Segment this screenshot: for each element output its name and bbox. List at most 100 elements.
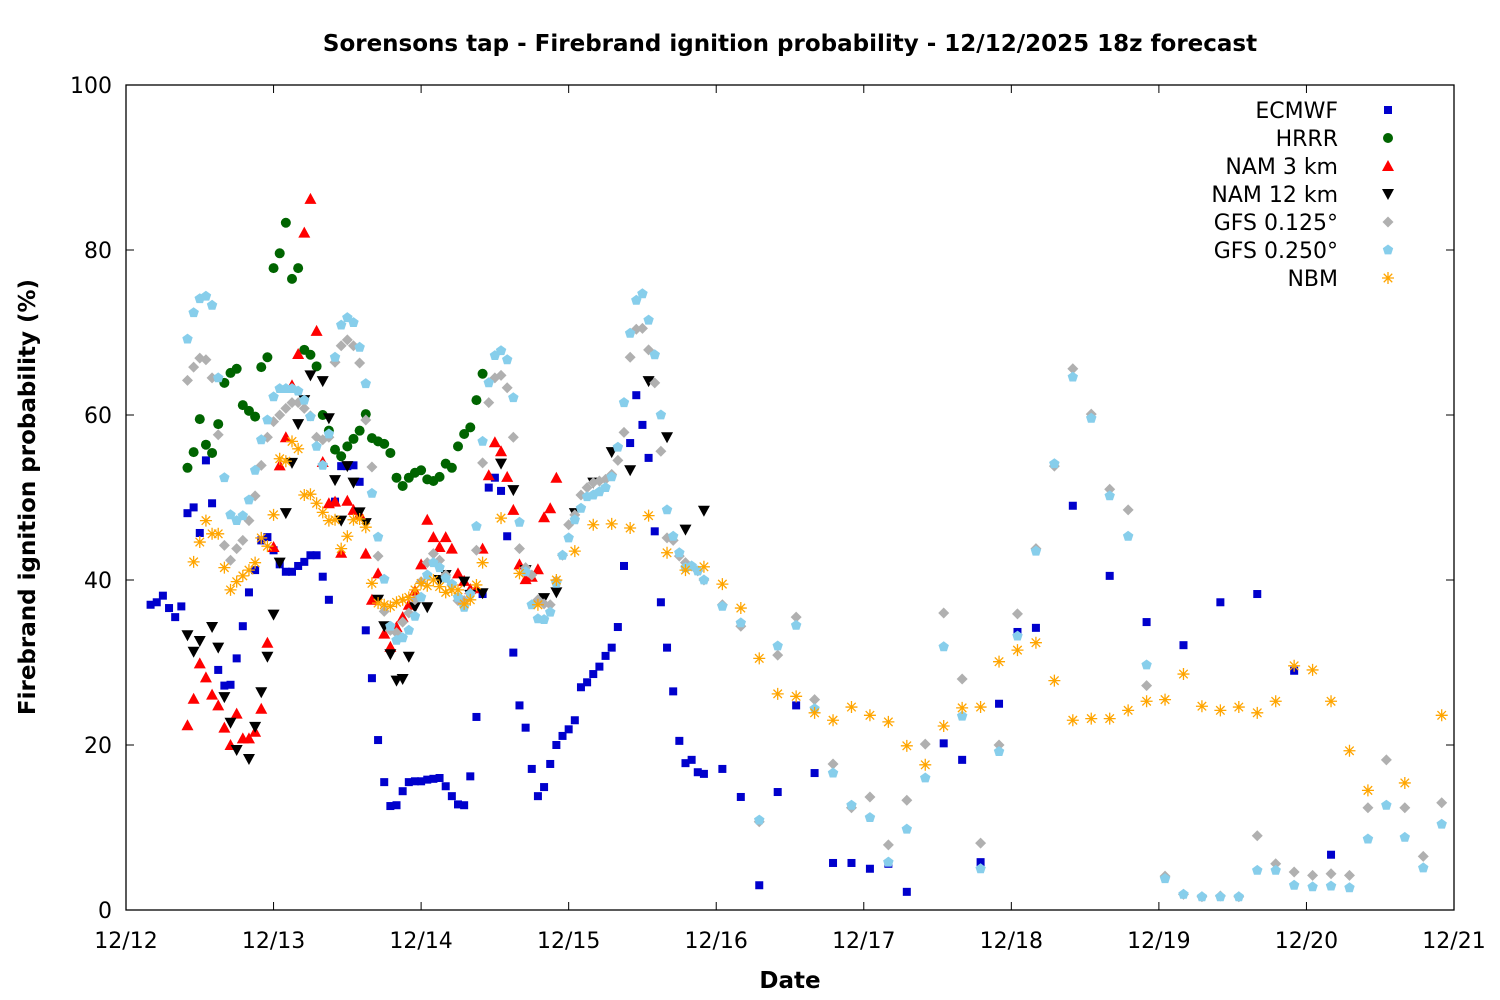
data-point-hrrr bbox=[287, 273, 297, 284]
data-point-gfs-0-125 bbox=[1307, 869, 1319, 881]
data-point-gfs-0-250 bbox=[219, 472, 230, 483]
data-point-nam-12-km bbox=[292, 419, 305, 431]
data-point-nam-3-km bbox=[538, 511, 551, 523]
data-point-gfs-0-125 bbox=[188, 361, 200, 373]
data-point-gfs-0-125 bbox=[1399, 802, 1411, 814]
data-point-gfs-0-125 bbox=[581, 482, 593, 494]
data-point-hrrr bbox=[256, 362, 267, 373]
data-point-ecmwf bbox=[226, 680, 235, 689]
data-point-gfs-0-125 bbox=[624, 351, 636, 363]
data-point-nbm bbox=[249, 556, 262, 569]
data-point-nam-3-km bbox=[212, 699, 225, 711]
data-point-gfs-0-250 bbox=[403, 624, 414, 635]
data-point-gfs-0-250 bbox=[323, 428, 335, 439]
data-point-gfs-0-250 bbox=[674, 547, 685, 558]
chart-title: Sorensons tap - Firebrand ignition proba… bbox=[323, 31, 1257, 57]
data-point-gfs-0-250 bbox=[243, 494, 255, 505]
data-point-nam-12-km bbox=[255, 687, 268, 699]
data-point-nam-3-km bbox=[199, 671, 212, 683]
data-point-nam-12-km bbox=[273, 557, 286, 569]
data-point-gfs-0-250 bbox=[637, 288, 648, 299]
data-point-nbm bbox=[697, 560, 710, 573]
data-point-nbm bbox=[1343, 744, 1356, 757]
data-point-gfs-0-250 bbox=[1215, 891, 1226, 902]
data-point-nbm bbox=[279, 455, 292, 468]
data-point-nbm bbox=[734, 602, 747, 615]
data-point-nbm bbox=[415, 577, 428, 590]
data-point-gfs-0-125 bbox=[655, 445, 667, 457]
data-point-nbm bbox=[286, 435, 298, 448]
data-point-nbm bbox=[1251, 706, 1264, 719]
legend-label-ecmwf: ECMWF bbox=[1255, 99, 1338, 124]
data-point-nam-3-km bbox=[304, 192, 317, 204]
data-point-nam-12-km bbox=[384, 649, 397, 661]
data-point-gfs-0-250 bbox=[1196, 891, 1208, 902]
data-point-ecmwf bbox=[718, 764, 727, 773]
data-point-nbm bbox=[452, 583, 464, 596]
data-point-gfs-0-250 bbox=[624, 327, 636, 338]
x-tick-label: 12/16 bbox=[685, 929, 748, 954]
data-point-nam-3-km bbox=[439, 531, 452, 543]
data-point-gfs-0-250 bbox=[538, 614, 550, 624]
data-point-hrrr bbox=[213, 419, 224, 430]
data-point-nam-3-km bbox=[279, 431, 292, 443]
x-tick-label: 12/18 bbox=[980, 929, 1043, 954]
data-point-nam-3-km bbox=[372, 567, 385, 579]
data-point-gfs-0-250 bbox=[1288, 879, 1300, 890]
data-point-ecmwf bbox=[656, 598, 665, 607]
data-point-gfs-0-250 bbox=[317, 459, 328, 470]
data-point-ecmwf bbox=[607, 643, 616, 652]
data-point-gfs-0-125 bbox=[470, 544, 482, 556]
data-point-gfs-0-125 bbox=[1104, 483, 1116, 495]
data-point-ecmwf bbox=[208, 499, 217, 508]
data-point-gfs-0-125 bbox=[1362, 802, 1374, 814]
data-point-nam-12-km bbox=[279, 508, 292, 520]
data-point-ecmwf bbox=[847, 858, 856, 867]
data-point-gfs-0-250 bbox=[1307, 881, 1318, 892]
data-point-nbm bbox=[199, 514, 212, 527]
data-point-gfs-0-125 bbox=[1380, 754, 1392, 766]
data-point-nam-12-km bbox=[181, 630, 194, 642]
data-point-ecmwf bbox=[552, 741, 561, 749]
data-point-ecmwf bbox=[681, 759, 690, 768]
data-point-gfs-0-250 bbox=[1122, 530, 1134, 541]
data-point-gfs-0-125 bbox=[181, 374, 193, 386]
data-point-ecmwf bbox=[638, 420, 647, 429]
data-point-ecmwf bbox=[189, 503, 198, 512]
data-point-nam-3-km bbox=[452, 567, 464, 579]
data-point-nam-12-km bbox=[642, 376, 655, 388]
x-tick-label: 12/17 bbox=[832, 929, 895, 954]
data-point-nbm bbox=[716, 578, 729, 591]
data-point-ecmwf bbox=[349, 461, 358, 470]
data-point-ecmwf bbox=[195, 528, 204, 537]
data-point-gfs-0-250 bbox=[1159, 873, 1171, 884]
data-point-hrrr bbox=[348, 433, 359, 444]
data-point-ecmwf bbox=[392, 801, 401, 810]
data-point-nam-12-km bbox=[341, 461, 354, 473]
data-point-ecmwf bbox=[632, 391, 641, 400]
data-point-nam-12-km bbox=[187, 646, 200, 658]
x-tick-label: 12/13 bbox=[242, 929, 305, 954]
data-point-gfs-0-125 bbox=[938, 607, 950, 619]
data-point-ecmwf bbox=[564, 725, 573, 734]
data-point-hrrr bbox=[280, 217, 291, 228]
data-point-gfs-0-125 bbox=[366, 461, 378, 473]
data-point-ecmwf bbox=[171, 613, 180, 622]
data-point-nam-12-km bbox=[408, 602, 421, 614]
data-point-nam-3-km bbox=[218, 721, 231, 733]
data-point-hrrr bbox=[330, 444, 341, 455]
data-point-nbm bbox=[218, 561, 231, 574]
data-point-hrrr bbox=[268, 263, 279, 274]
data-point-gfs-0-125 bbox=[1122, 504, 1134, 516]
data-point-ecmwf bbox=[865, 864, 874, 873]
data-point-nbm bbox=[335, 542, 348, 555]
data-point-gfs-0-250 bbox=[249, 464, 261, 475]
y-tick-label: 100 bbox=[70, 74, 112, 99]
data-point-nam-12-km bbox=[206, 622, 219, 634]
data-point-nam-3-km bbox=[495, 445, 508, 457]
data-point-gfs-0-125 bbox=[1141, 680, 1153, 692]
data-point-gfs-0-250 bbox=[1252, 864, 1263, 875]
data-point-gfs-0-250 bbox=[483, 377, 494, 388]
data-point-nbm bbox=[1140, 695, 1153, 708]
data-point-nbm bbox=[402, 591, 415, 604]
